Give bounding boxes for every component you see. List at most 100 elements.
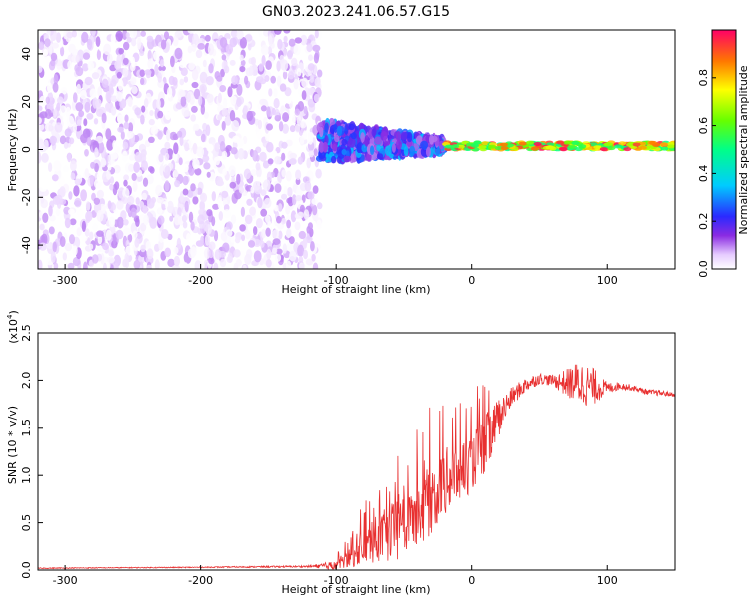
- heatmap-cell: [265, 215, 271, 223]
- heatmap-cell: [70, 172, 76, 180]
- heatmap-cell: [282, 243, 287, 254]
- heatmap-cell: [86, 38, 93, 50]
- heatmap-cell: [268, 88, 273, 97]
- heatmap-cell: [567, 144, 576, 149]
- heatmap-cell: [75, 66, 84, 77]
- heatmap-cell: [252, 150, 259, 162]
- heatmap-cell: [332, 142, 338, 152]
- heatmap-cell: [242, 264, 247, 269]
- heatmap-cell: [403, 146, 409, 157]
- heatmap-cell: [133, 259, 141, 269]
- heatmap-cell: [281, 218, 287, 225]
- heatmap-cell: [64, 128, 72, 138]
- heatmap-cell: [182, 262, 189, 269]
- heatmap-cell: [274, 155, 281, 165]
- heatmap-cell: [96, 189, 104, 199]
- bottom-y-ticks: 0.0 0.5 1.0 1.5 2.0 2.5: [20, 324, 43, 579]
- heatmap-cell: [64, 243, 73, 252]
- heatmap-cell: [243, 168, 251, 180]
- heatmap-cell: [216, 75, 223, 82]
- heatmap-cell: [90, 30, 96, 36]
- top-x-ticks: -300 -200 -100 0 100: [53, 264, 618, 287]
- heatmap-cell: [49, 135, 57, 145]
- figure-title: GN03.2023.241.06.57.G15: [262, 4, 450, 20]
- bottom-y-tick-label: 2.5: [20, 324, 33, 342]
- heatmap-cell: [67, 262, 75, 269]
- heatmap-cell: [100, 157, 106, 168]
- heatmap-cell: [623, 147, 632, 152]
- heatmap-cell: [238, 186, 244, 194]
- heatmap-cell: [307, 191, 315, 200]
- heatmap-cell: [133, 161, 140, 173]
- heatmap-cell: [438, 140, 445, 150]
- heatmap-cell: [283, 30, 291, 34]
- heatmap-cell: [236, 83, 243, 96]
- heatmap-cell: [250, 186, 255, 194]
- heatmap-cell: [80, 133, 88, 144]
- heatmap-cell: [96, 49, 101, 61]
- heatmap-cell: [180, 67, 188, 76]
- heatmap-cell: [192, 33, 200, 46]
- heatmap-cell: [140, 244, 146, 253]
- heatmap-cell: [265, 132, 270, 142]
- heatmap-cell: [203, 222, 209, 232]
- heatmap-cell: [56, 102, 61, 112]
- heatmap-cell: [299, 121, 307, 129]
- heatmap-cell: [84, 228, 90, 237]
- heatmap-cell: [161, 203, 166, 211]
- heatmap-cell: [260, 105, 267, 112]
- heatmap-cell: [69, 218, 77, 226]
- heatmap-cell: [158, 65, 166, 72]
- heatmap-cell: [530, 146, 539, 151]
- heatmap-cell: [179, 90, 186, 97]
- heatmap-cell: [47, 82, 53, 93]
- heatmap-cell: [236, 97, 242, 108]
- heatmap-cell: [206, 171, 211, 178]
- heatmap-cell: [173, 214, 181, 226]
- heatmap-cell: [214, 249, 222, 260]
- heatmap-cell: [250, 169, 257, 177]
- heatmap-cell: [184, 142, 190, 152]
- heatmap-cell: [225, 229, 233, 238]
- heatmap-cell: [231, 75, 238, 85]
- heatmap-cell: [84, 101, 91, 113]
- heatmap-cell: [107, 153, 115, 165]
- heatmap-cell: [123, 227, 131, 236]
- heatmap-cell: [71, 30, 77, 38]
- top-y-tick-label: 0: [20, 146, 33, 153]
- heatmap-cell: [287, 187, 293, 197]
- heatmap-cell: [300, 34, 308, 46]
- snr-frame: [37, 332, 676, 571]
- heatmap-cell: [42, 212, 49, 223]
- heatmap-cell: [149, 110, 154, 116]
- heatmap-cell: [48, 205, 53, 217]
- heatmap-cell: [228, 165, 236, 177]
- heatmap-cell: [110, 33, 116, 44]
- heatmap-cell: [208, 257, 215, 265]
- heatmap-cell: [196, 187, 203, 195]
- heatmap-cell: [51, 42, 59, 49]
- heatmap-cell: [107, 200, 112, 210]
- heatmap-cell: [313, 52, 319, 64]
- heatmap-cell: [303, 249, 308, 260]
- heatmap-cell: [242, 105, 248, 116]
- heatmap-cell: [526, 140, 535, 145]
- heatmap-cell: [164, 247, 171, 258]
- heatmap-cell: [478, 145, 487, 150]
- heatmap-cell: [409, 145, 416, 157]
- heatmap-cell: [139, 50, 145, 57]
- heatmap-cell: [217, 114, 223, 121]
- heatmap-cell: [203, 162, 211, 170]
- heatmap-cell: [106, 53, 113, 65]
- heatmap-cell: [253, 226, 258, 236]
- heatmap-cell: [190, 114, 196, 122]
- heatmap-cell: [147, 58, 154, 69]
- heatmap-cell: [259, 78, 267, 85]
- heatmap-cell: [38, 41, 45, 50]
- heatmap-cell: [240, 206, 245, 217]
- heatmap-cell: [96, 230, 104, 237]
- heatmap-cell: [260, 208, 268, 217]
- heatmap-cell: [68, 191, 73, 200]
- heatmap-cell: [59, 135, 67, 145]
- heatmap-cell: [41, 152, 49, 163]
